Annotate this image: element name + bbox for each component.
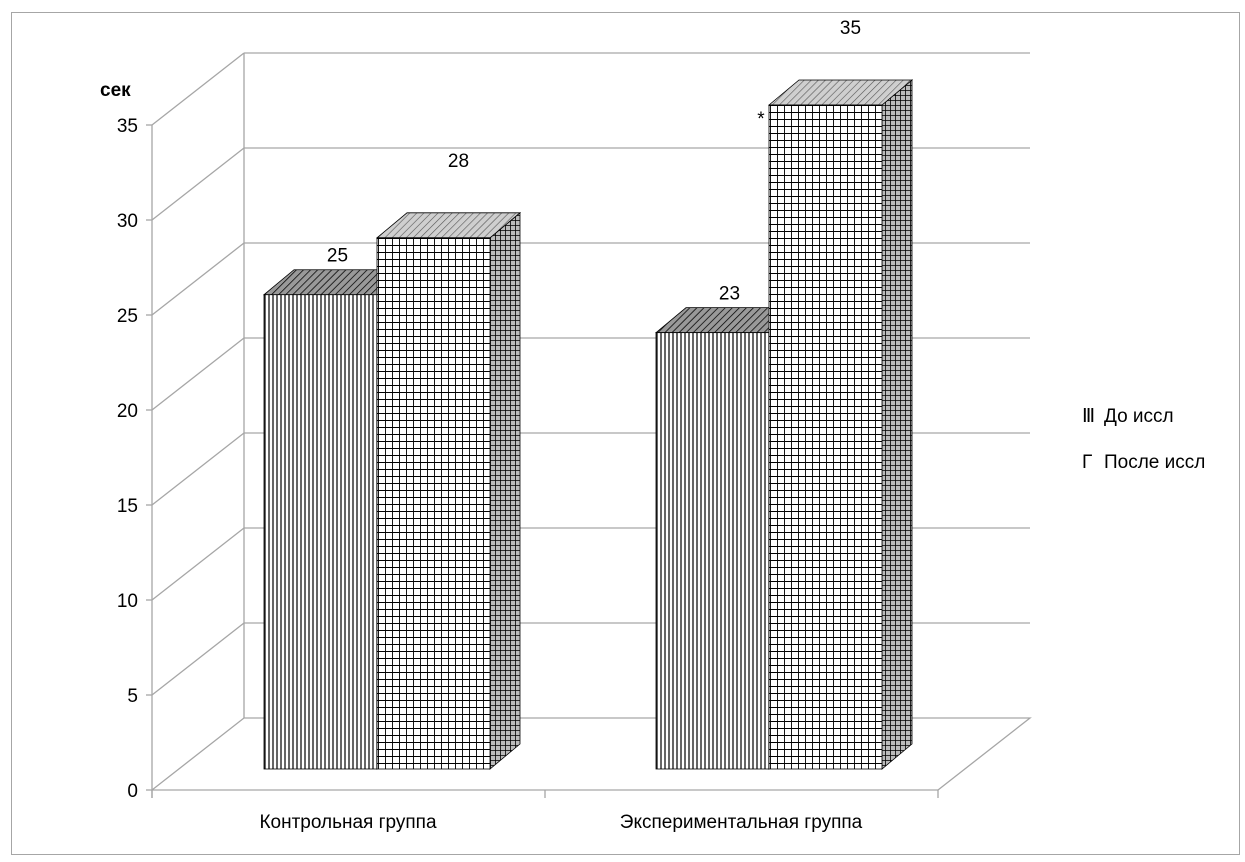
y-tick-labels: 0 5 10 15 20 25 30 35 xyxy=(117,116,138,802)
legend-marker-before-icon: Ⅲ xyxy=(1082,406,1095,427)
category-label: Контрольная группа xyxy=(259,812,437,833)
legend: Ⅲ До иссл Г После иссл xyxy=(1082,406,1205,473)
gridline-diagonal xyxy=(151,622,245,696)
legend-entry-before[interactable]: Ⅲ До иссл xyxy=(1082,406,1174,427)
bar-front xyxy=(655,332,770,770)
y-tick-label: 5 xyxy=(127,686,138,707)
y-tick-label: 10 xyxy=(117,591,138,612)
y-tick-label: 20 xyxy=(117,401,138,422)
bar-side xyxy=(881,79,913,770)
y-tick-label: 35 xyxy=(117,116,138,137)
y-axis-label: сек xyxy=(100,80,131,101)
floor xyxy=(151,717,1032,791)
data-label: 23 xyxy=(719,284,740,305)
chart-border xyxy=(11,12,1240,855)
bar-side xyxy=(489,211,521,770)
legend-entry-after[interactable]: Г После иссл xyxy=(1082,452,1205,473)
y-tick-label: 15 xyxy=(117,496,138,517)
data-label: 28 xyxy=(448,151,469,172)
data-label: 25 xyxy=(327,246,348,267)
data-label: 35 xyxy=(840,18,861,39)
y-tick-label: 0 xyxy=(127,781,138,802)
bar xyxy=(767,79,914,770)
category-labels: Контрольная группа Экспериментальная груп… xyxy=(259,812,862,833)
axes xyxy=(146,53,939,798)
legend-label-before: До иссл xyxy=(1104,406,1174,427)
gridline-diagonal xyxy=(151,527,245,601)
gridline-diagonal xyxy=(151,52,245,126)
bar-front xyxy=(263,294,378,770)
bar xyxy=(375,211,522,770)
y-tick-label: 25 xyxy=(117,306,138,327)
gridline-diagonal xyxy=(151,432,245,506)
gridline-diagonal xyxy=(151,242,245,316)
legend-label-after: После иссл xyxy=(1104,452,1205,473)
chart-walls xyxy=(151,717,1032,791)
gridline-diagonal xyxy=(151,147,245,221)
bars xyxy=(262,79,914,770)
bar-front xyxy=(376,237,491,770)
category-label: Экспериментальная группа xyxy=(620,812,863,833)
y-tick-label: 30 xyxy=(117,211,138,232)
legend-marker-after-icon: Г xyxy=(1082,452,1092,473)
gridline-diagonal xyxy=(151,337,245,411)
bar-front xyxy=(768,104,883,770)
data-labels: 25 28 23 35 * xyxy=(327,18,861,305)
significance-asterisk: * xyxy=(757,109,765,130)
